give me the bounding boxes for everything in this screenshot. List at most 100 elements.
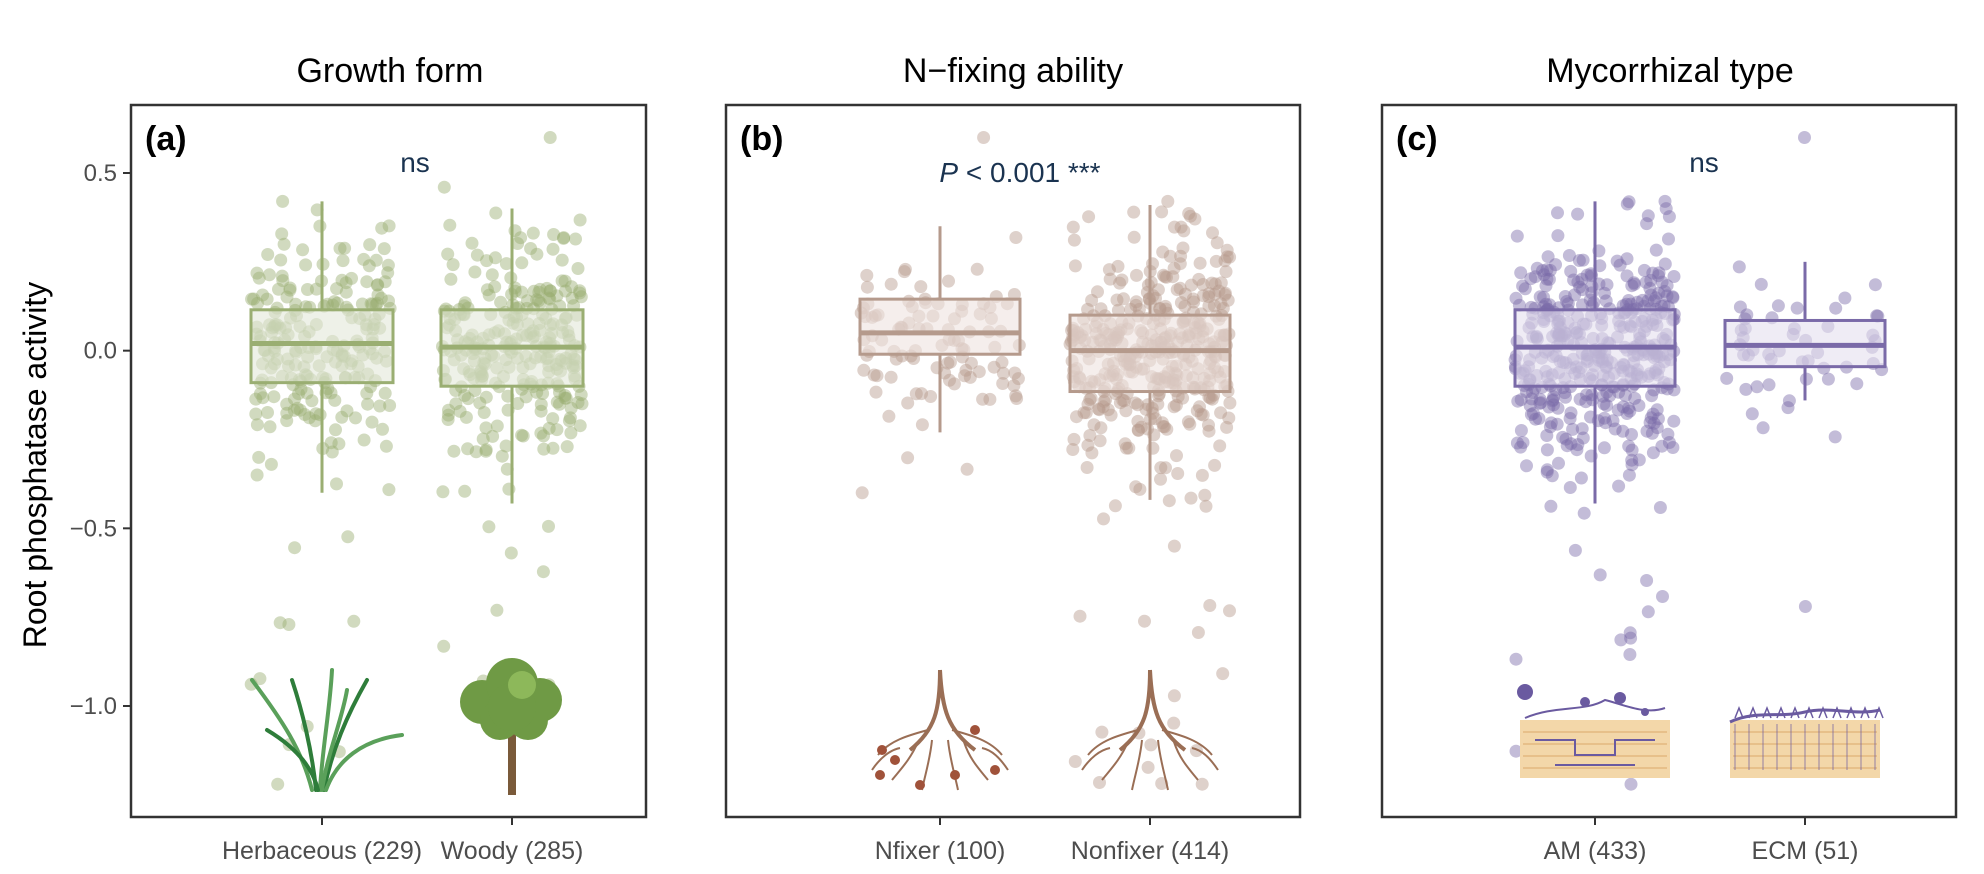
data-point [443,218,457,232]
data-point [1167,539,1181,553]
root-branch [1191,747,1219,771]
data-point [1661,427,1675,441]
data-point [527,284,541,298]
data-point [1097,512,1110,526]
data-point [1154,472,1167,486]
data-point [1667,270,1681,283]
data-point [1756,421,1770,435]
data-point [1666,291,1680,305]
data-point [309,407,323,421]
data-point [1096,400,1110,414]
grass-blade [250,678,314,792]
data-point [336,254,350,268]
data-point [1644,288,1658,302]
data-point [361,397,375,411]
data-point [355,297,369,311]
data-point [947,377,961,391]
grass-blade [265,728,320,792]
data-point [488,280,502,294]
data-point [347,614,361,628]
data-point [1520,459,1533,473]
data-point [479,443,493,457]
p-value: < 0.001 *** [958,157,1101,188]
data-point [1208,277,1222,291]
data-point [1644,411,1658,425]
soil-block [1520,720,1670,778]
data-point [543,292,557,306]
fungal-hypha [1734,705,1744,719]
data-point [1530,261,1544,275]
data-point [1612,479,1626,493]
fungal-hypha [1874,705,1884,719]
data-point [370,278,384,292]
data-point [1541,250,1555,264]
data-point [1092,402,1105,416]
data-point [1113,396,1127,410]
data-point [901,451,915,465]
data-point [1095,725,1109,739]
data-point [263,420,277,434]
data-point [564,401,578,415]
fungal-spore [1517,684,1533,700]
data-point [275,227,289,241]
data-point [1625,279,1639,293]
data-point [1510,436,1524,450]
data-point [1087,418,1101,432]
data-point [1643,416,1657,429]
data-point [479,390,493,404]
data-point [1658,284,1672,298]
data-point [1645,426,1659,440]
data-point [1625,428,1638,441]
jitter-points [854,131,1237,791]
data-point [536,387,550,400]
data-point [1558,386,1572,400]
root-branch [981,747,1009,771]
data-point [1573,280,1587,294]
data-point [494,295,508,309]
y-axis-label: Root phosphatase activity [17,282,53,648]
data-point [1550,417,1564,431]
data-point [267,390,281,404]
data-point [1571,207,1585,221]
panel-border [724,103,1302,819]
data-point [1171,467,1185,480]
fungal-spore [1580,697,1590,707]
data-point [283,281,297,295]
fungal-hypha [1804,705,1814,719]
data-point [573,284,587,298]
data-point [1580,268,1594,282]
data-point [1116,393,1130,407]
data-point [1110,293,1124,307]
data-point [499,439,513,453]
data-point [1011,372,1025,386]
data-point [1543,298,1557,312]
data-point [482,520,496,534]
data-point [515,285,529,299]
data-point [1220,420,1234,434]
data-point [1571,438,1585,452]
data-point [1181,415,1195,429]
data-point [292,387,305,401]
data-point [480,254,494,268]
data-point [511,397,525,410]
data-point [1067,432,1081,446]
data-point [357,433,371,447]
data-point [1124,302,1138,316]
data-point [1009,231,1023,244]
data-point [1528,270,1542,284]
data-point [1176,391,1190,405]
data-point [1129,295,1143,309]
data-point [1196,408,1210,422]
data-point [1597,441,1611,455]
data-point [1157,268,1170,282]
data-point [252,271,266,285]
x-tick-label: Nonfixer (414) [1071,837,1229,865]
data-point [245,292,259,306]
data-point [465,236,479,250]
data-point [1129,298,1143,312]
data-point [530,293,544,307]
data-point [1658,194,1672,208]
data-point [1193,256,1207,270]
data-point [1104,408,1118,422]
data-point [280,414,294,428]
